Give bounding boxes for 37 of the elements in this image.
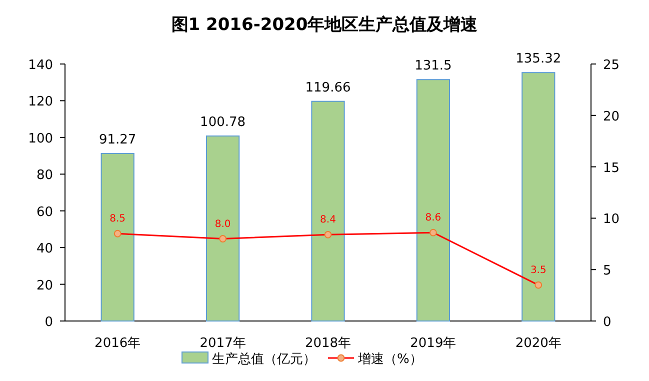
data-label: 131.5 (414, 58, 452, 74)
chart-title: 图1 2016-2020年地区生产总值及增速 (171, 15, 478, 35)
legend-label: 生产总值（亿元） (212, 352, 316, 367)
y-tick-label: 0 (44, 315, 53, 330)
x-tick-label: 2019年 (410, 336, 456, 351)
data-label: 135.32 (516, 52, 562, 67)
y-tick-label: 80 (36, 168, 53, 184)
bar (522, 72, 556, 322)
bar (311, 100, 345, 322)
legend-label: 增速（%） (357, 352, 422, 367)
y2-tick-label: 15 (603, 160, 620, 176)
y-tick-label: 100 (28, 131, 53, 146)
x-tick-label: 2020年 (515, 336, 562, 351)
y2-tick-label: 0 (603, 315, 612, 330)
x-tick-label: 2018年 (304, 336, 352, 351)
y-tick-label: 140 (28, 58, 53, 73)
x-tick-label: 2017年 (200, 336, 246, 351)
x-tick-label: 2016年 (94, 336, 141, 351)
data-label: 119.66 (305, 80, 351, 96)
data-label: 8.5 (110, 214, 126, 225)
y2-tick-label: 20 (603, 109, 620, 124)
bar (206, 135, 240, 322)
y2-tick-label: 25 (603, 58, 620, 73)
bar (416, 79, 450, 322)
y2-tick-label: 10 (603, 212, 620, 228)
bar (100, 152, 134, 322)
y-tick-label: 60 (36, 204, 53, 220)
y-tick-label: 20 (36, 278, 53, 294)
data-label: 8.6 (425, 212, 442, 224)
y-tick-label: 40 (36, 242, 53, 257)
data-label: 8.4 (320, 214, 336, 226)
data-label: 91.27 (98, 132, 136, 148)
data-label: 8.0 (214, 218, 231, 230)
y2-tick-label: 5 (603, 264, 612, 279)
data-label: 100.78 (200, 114, 246, 130)
y-tick-label: 120 (28, 94, 53, 110)
data-label: 3.5 (530, 265, 546, 276)
